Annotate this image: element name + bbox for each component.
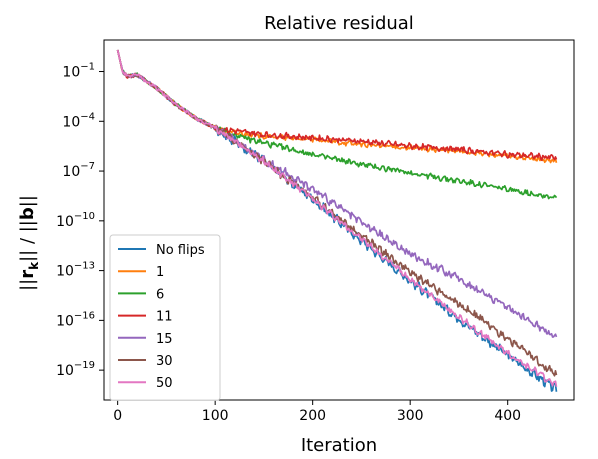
- legend-label: 15: [156, 332, 173, 347]
- x-axis-label: Iteration: [301, 435, 377, 456]
- y-tick-base: 10: [62, 65, 80, 81]
- y-tick-exponent: −13: [74, 261, 95, 272]
- y-tick-exponent: −4: [80, 111, 95, 122]
- x-tick-label: 400: [494, 408, 521, 424]
- legend-label: 1: [156, 265, 164, 280]
- y-axis-label-close: || / ||: [17, 220, 38, 262]
- x-tick-label: 100: [202, 408, 229, 424]
- legend-label: No flips: [156, 243, 205, 258]
- y-tick-label: 10−7: [62, 161, 95, 180]
- y-axis-label-end: ||: [17, 195, 38, 207]
- y-tick-exponent: −1: [80, 62, 95, 73]
- series-line-50: [116, 49, 558, 387]
- chart-title: Relative residual: [264, 13, 414, 34]
- series-line-1: [116, 49, 558, 164]
- y-tick-base: 10: [56, 214, 74, 230]
- y-tick-base: 10: [56, 264, 74, 280]
- series-line-6: [116, 49, 558, 200]
- x-tick-label: 200: [299, 408, 326, 424]
- x-tick-label: 0: [113, 408, 122, 424]
- y-axis-label: ||rk|| / ||b||: [17, 195, 41, 291]
- y-tick-label: 10−16: [56, 310, 95, 329]
- y-tick-exponent: −16: [74, 310, 95, 321]
- y-tick-label: 10−10: [56, 211, 95, 230]
- y-tick-label: 10−1: [62, 62, 95, 81]
- y-axis-label-k: k: [27, 261, 41, 270]
- y-tick-exponent: −7: [80, 161, 95, 172]
- y-tick-exponent: −10: [74, 211, 95, 222]
- y-tick-base: 10: [62, 114, 80, 130]
- legend-label: 6: [156, 287, 164, 302]
- series-line-11: [116, 49, 558, 162]
- y-axis-label-r: r: [17, 270, 38, 279]
- legend-label: 11: [156, 310, 173, 325]
- y-tick-exponent: −19: [74, 360, 95, 371]
- legend-label: 50: [156, 376, 173, 391]
- y-axis-label-b: b: [17, 207, 38, 220]
- y-tick-label: 10−13: [56, 261, 95, 280]
- y-tick-base: 10: [56, 363, 74, 379]
- legend: No flips 1 6 11 15 30 50: [109, 234, 221, 401]
- plot-area: 0 100 200 300 40010−110−410−710−1010−1310−16…: [56, 39, 575, 424]
- legend-label: 30: [156, 354, 173, 369]
- y-tick-base: 10: [62, 164, 80, 180]
- y-tick-label: 10−4: [62, 111, 95, 130]
- y-tick-label: 10−19: [56, 360, 95, 379]
- y-tick-base: 10: [56, 313, 74, 329]
- x-tick-label: 300: [397, 408, 424, 424]
- axes-frame: [103, 39, 575, 401]
- y-axis-label-open: ||: [17, 279, 38, 291]
